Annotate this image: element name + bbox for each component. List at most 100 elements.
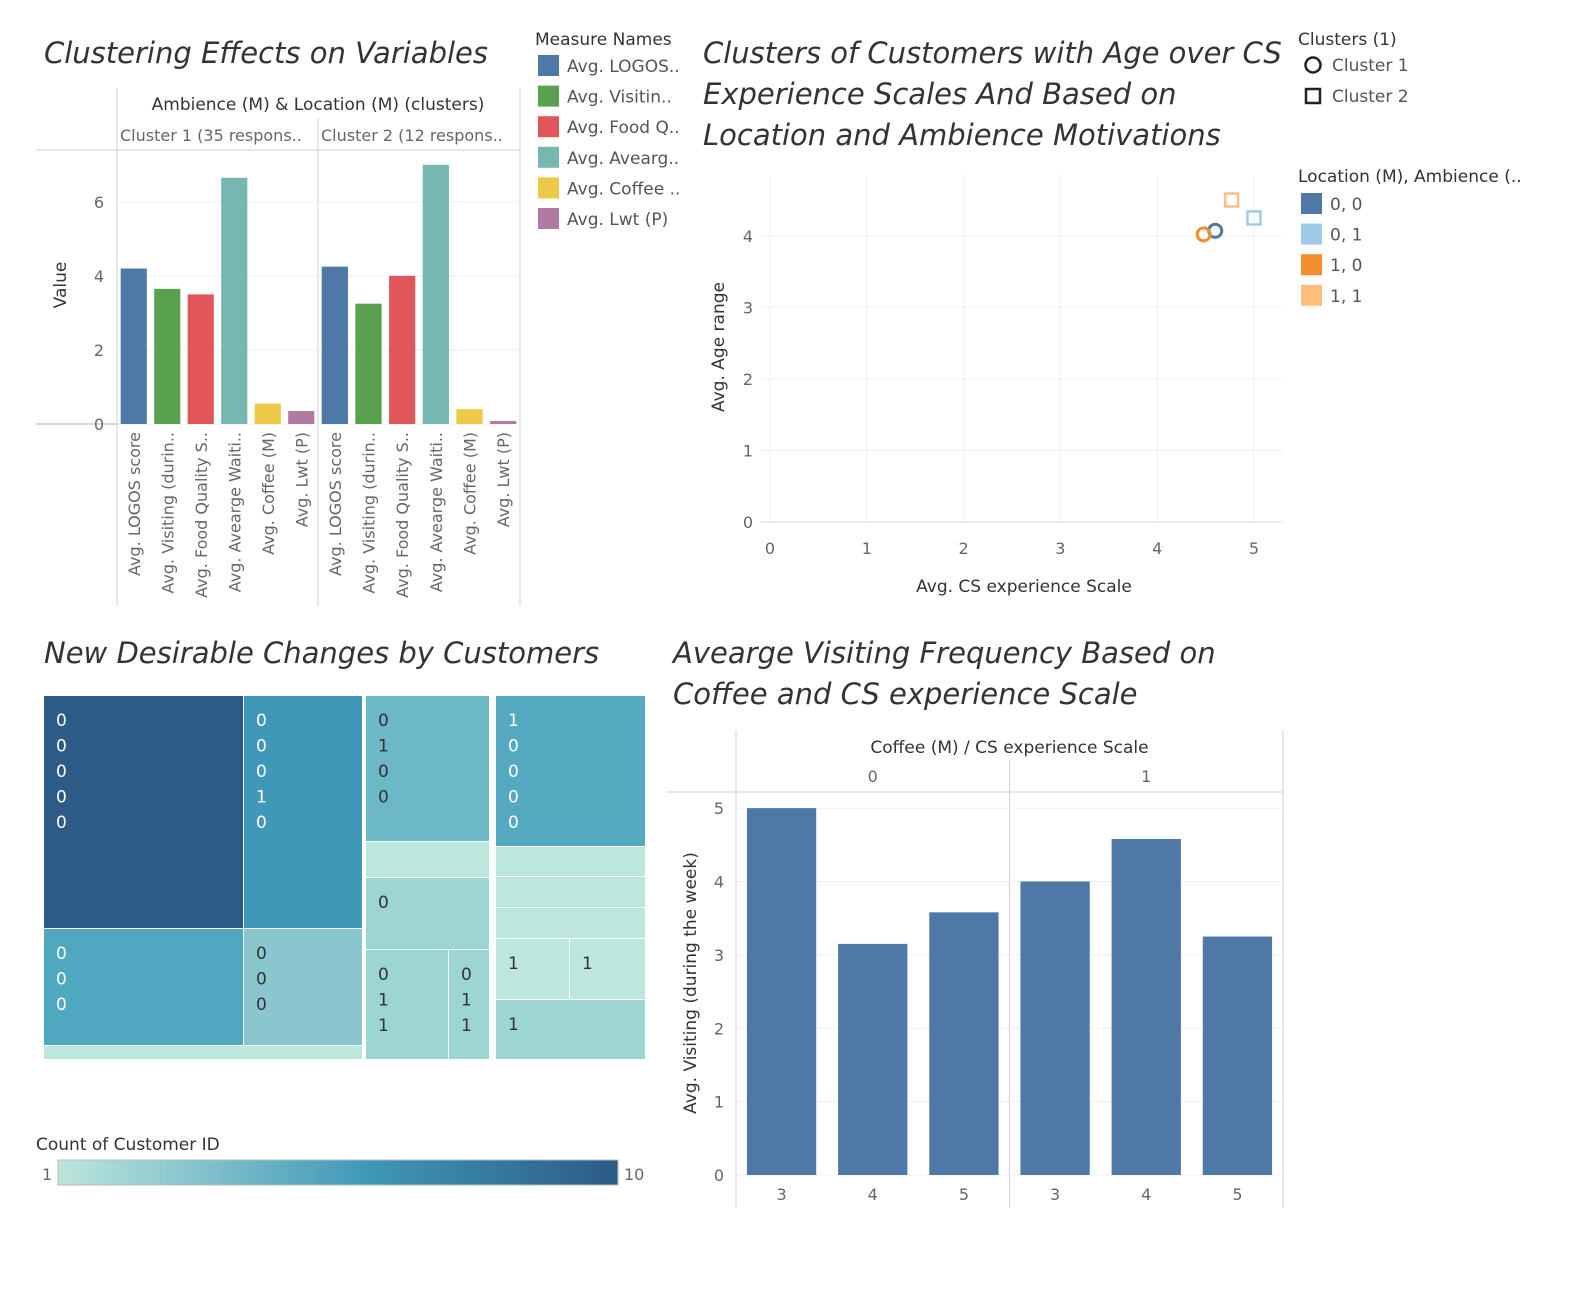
x-tick-label: Avg. Visiting (durin.. — [360, 432, 379, 594]
legend-label: Avg. Lwt (P) — [567, 210, 668, 230]
shape-legend-title: Clusters (1) — [1298, 30, 1397, 50]
treemap-cell-label: 0 — [378, 893, 389, 913]
x-tick-label: 0 — [765, 539, 775, 558]
clustering-chart-title: Clustering Effects on Variables — [44, 36, 488, 70]
treemap-cell-label: 1 — [582, 954, 593, 974]
legend-swatch — [538, 146, 559, 168]
treemap-cell — [244, 696, 362, 928]
bar — [1020, 881, 1090, 1175]
legend-label: Avg. Avearg.. — [567, 149, 679, 169]
treemap-cell — [496, 939, 569, 999]
y-tick-label: 3 — [743, 298, 753, 317]
legend-title: Measure Names — [535, 30, 672, 50]
treemap-cell-label: 0 — [256, 944, 267, 964]
bar — [254, 403, 281, 424]
x-tick-label: 1 — [862, 539, 872, 558]
treemap-cell-label: 0 — [56, 970, 67, 990]
x-tick-label: 3 — [776, 1185, 786, 1204]
y-tick-label: 2 — [743, 370, 753, 389]
treemap-cell-label: 0 — [378, 711, 389, 731]
bar — [422, 164, 449, 425]
treemap-cell-label: 0 — [256, 762, 267, 782]
visiting-chart: Coffee (M) / CS experience Scale 0 1 2 3 4 5 Av… — [666, 730, 1284, 1208]
x-tick-label: Avg. LOGOS score — [125, 432, 144, 576]
color-legend-label: 1, 1 — [1330, 287, 1362, 307]
treemap-cell-label: 0 — [378, 965, 389, 985]
treemap-cell — [570, 939, 645, 999]
bar — [221, 177, 248, 424]
legend-swatch — [1301, 193, 1322, 214]
treemap-cell-label: 0 — [256, 813, 267, 833]
treemap-cell-label: 0 — [56, 813, 67, 833]
treemap-cell-label: 0 — [256, 970, 267, 990]
shape-legend-label: Cluster 1 — [1332, 56, 1409, 76]
x-tick-label: Avg. Lwt (P) — [292, 432, 311, 527]
x-tick-label: 4 — [1141, 1185, 1151, 1204]
treemap-cell — [449, 950, 489, 1059]
treemap-cell-label: 1 — [378, 737, 389, 757]
legend-swatch — [538, 208, 559, 229]
x-tick-label: Avg. Lwt (P) — [494, 432, 513, 527]
treemap-cell — [44, 1046, 362, 1059]
color-legend-label: 0, 1 — [1330, 226, 1362, 246]
legend-swatch — [538, 55, 559, 76]
bar — [389, 275, 416, 424]
treemap-cell-label: 1 — [461, 1016, 472, 1036]
scatter-point — [1246, 210, 1262, 226]
x-tick-label: Avg. Avearge Waiti.. — [225, 432, 244, 592]
x-tick-label: 2 — [958, 539, 968, 558]
column-header: Coffee (M) / CS experience Scale — [870, 738, 1148, 758]
x-tick-label: Avg. Coffee (M) — [259, 432, 278, 555]
x-tick-label: 5 — [959, 1185, 969, 1204]
treemap-cell-label: 1 — [256, 788, 267, 808]
treemap-cell-label: 0 — [256, 711, 267, 731]
y-tick-label: 0 — [94, 415, 104, 434]
y-tick-label: 4 — [714, 873, 724, 892]
treemap-cell-label: 0 — [56, 737, 67, 757]
x-tick-label: 4 — [868, 1185, 878, 1204]
treemap-cell-label: 0 — [378, 762, 389, 782]
y-tick-label: 1 — [743, 441, 753, 460]
treemap-cell — [44, 696, 243, 928]
bar — [120, 268, 147, 424]
color-legend-max: 10 — [624, 1165, 644, 1184]
bar — [288, 411, 315, 424]
y-axis-title: Value — [51, 262, 71, 309]
group-header: 0 — [868, 767, 878, 786]
treemap-cell-label: 1 — [508, 1015, 519, 1035]
treemap-cell-label: 0 — [461, 965, 472, 985]
y-tick-label: 0 — [714, 1166, 724, 1185]
treemap-cell-label: 1 — [461, 991, 472, 1011]
square-shape-icon — [1304, 87, 1322, 105]
treemap-cell-label: 0 — [378, 788, 389, 808]
treemap-cell-label: 0 — [508, 737, 519, 757]
legend-label: Avg. Food Q.. — [567, 118, 680, 138]
x-tick-label: Avg. Food Quality S.. — [192, 432, 211, 598]
y-tick-label: 6 — [94, 193, 104, 212]
treemap-cell-label: 0 — [56, 788, 67, 808]
x-tick-label: 3 — [1055, 539, 1065, 558]
treemap-cell-label: 0 — [256, 995, 267, 1015]
y-tick-label: 4 — [94, 267, 104, 286]
y-tick-label: 2 — [714, 1019, 724, 1038]
bar — [490, 421, 517, 424]
y-tick-label: 2 — [94, 341, 104, 360]
x-tick-label: Avg. Avearge Waiti.. — [427, 432, 446, 592]
clustering-chart: Ambience (M) & Location (M) (clusters) 0 2… — [36, 30, 680, 606]
legend-label: Avg. Coffee .. — [567, 179, 680, 199]
treemap-cell — [496, 908, 645, 938]
legend-swatch — [1301, 254, 1322, 276]
scatter-chart-title-line-2: Experience Scales And Based on — [703, 77, 1177, 111]
x-tick-label: Avg. Coffee (M) — [461, 432, 480, 555]
shape-legend-label: Cluster 2 — [1332, 87, 1409, 107]
bar — [321, 266, 348, 424]
visiting-chart-title-line-2: Coffee and CS experience Scale — [673, 677, 1138, 711]
y-axis-title: Avg. Visiting (during the week) — [681, 852, 701, 1114]
legend-label: Avg. LOGOS.. — [567, 57, 680, 77]
bar — [746, 808, 817, 1175]
treemap-cell — [496, 696, 645, 846]
scatter-point — [1195, 226, 1212, 243]
treemap-cell-label: 0 — [508, 813, 519, 833]
x-tick-label: Avg. LOGOS score — [326, 432, 345, 576]
